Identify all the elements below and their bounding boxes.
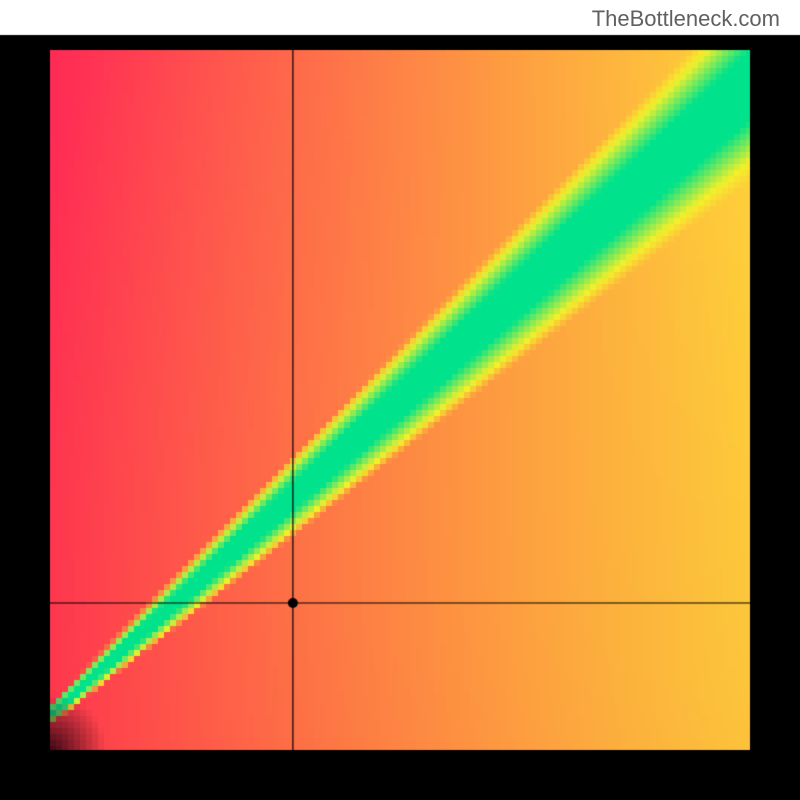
heatmap-canvas	[0, 0, 800, 800]
attribution-text: TheBottleneck.com	[592, 6, 780, 32]
